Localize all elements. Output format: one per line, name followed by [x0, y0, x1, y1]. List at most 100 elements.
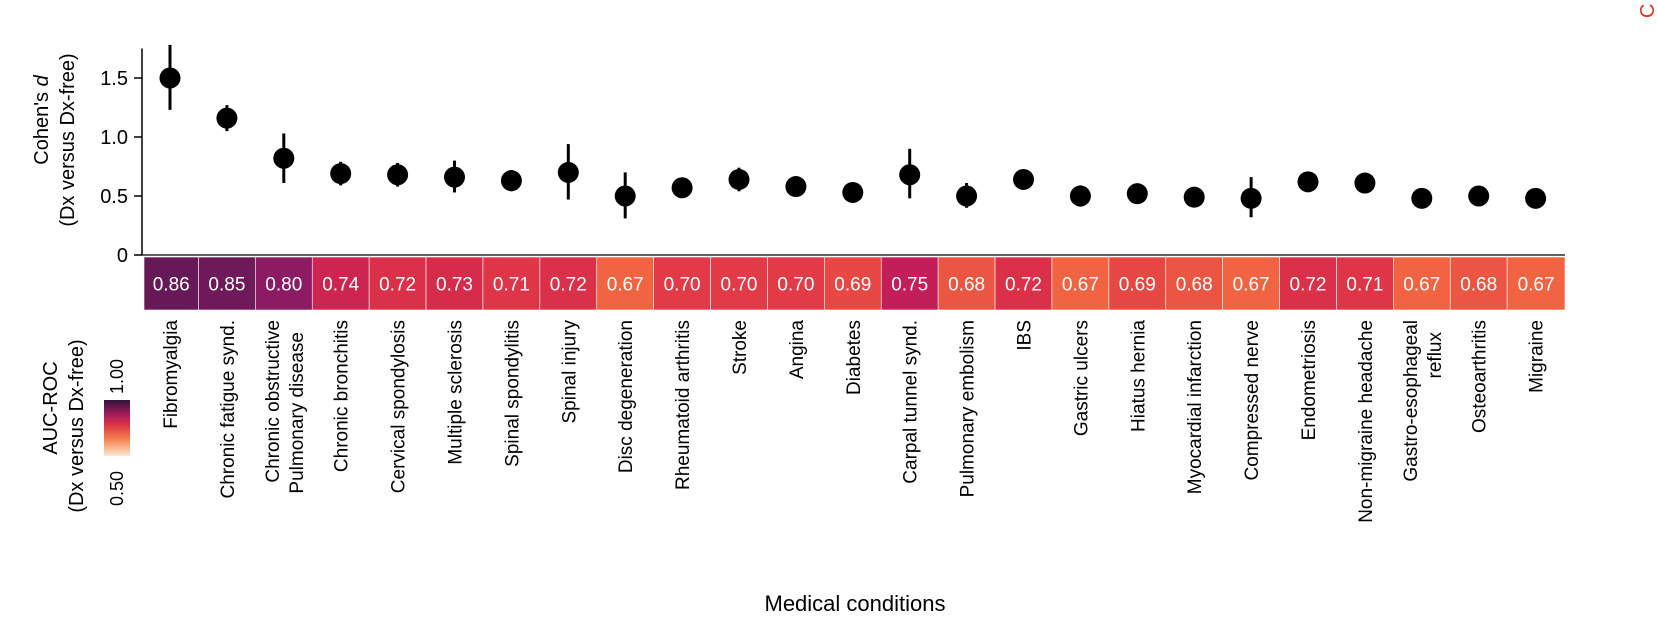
heatmap-cell	[1279, 256, 1337, 311]
data-point	[728, 168, 750, 190]
heatmap-cell-label: 0.67	[1403, 275, 1440, 296]
heatmap-cell	[1449, 256, 1508, 311]
x-tick-label: Diabetes	[844, 320, 865, 395]
data-point	[1525, 187, 1547, 209]
heatmap-cell-label: 0.72	[379, 275, 416, 296]
heatmap-cell	[539, 256, 598, 311]
y-tick-label: 0	[117, 245, 128, 267]
data-point	[1069, 185, 1091, 207]
heatmap-cell	[1336, 256, 1394, 311]
heatmap-cell-label: 0.80	[265, 275, 302, 296]
data-point	[1468, 185, 1490, 207]
heatmap-cell-label: 0.72	[550, 275, 587, 296]
y-axis-title-line1: Cohen's d	[31, 74, 53, 164]
x-tick-label: Disc degeneration	[616, 320, 637, 473]
data-point	[956, 185, 978, 207]
heatmap-cell	[368, 256, 427, 311]
data-point	[842, 181, 864, 203]
x-tick-label: Spinal spondylitis	[502, 320, 523, 467]
heatmap-cell	[1393, 256, 1451, 311]
heatmap-cell	[1051, 256, 1110, 311]
data-point	[899, 164, 921, 186]
heatmap-cell-label: 0.69	[1119, 275, 1156, 296]
x-tick-label: Hiatus hernia	[1128, 320, 1149, 432]
heatmap-cell-label: 0.68	[948, 275, 985, 296]
y-axis-title-line2: (Dx versus Dx-free)	[57, 53, 79, 226]
heatmap-row-title-line2: (Dx versus Dx-free)	[66, 339, 88, 512]
x-tick-label: Gastro-esophageal reflux	[1401, 320, 1446, 482]
heatmap-cell-label: 0.71	[493, 275, 530, 296]
heatmap-cell-label: 0.85	[208, 275, 245, 296]
y-axis: 0 0.5 1.0 1.5	[100, 48, 1565, 267]
heatmap-cell-label: 0.73	[436, 275, 473, 296]
heatmap-cell-label: 0.68	[1176, 275, 1213, 296]
x-tick-label: Chronic fatigue synd.	[218, 320, 239, 499]
heatmap-cell	[653, 256, 711, 311]
corner-mark: C	[1637, 4, 1658, 18]
heatmap-cell-label: 0.74	[322, 275, 359, 296]
heatmap-row-title: AUC-ROC (Dx versus Dx-free)	[40, 339, 88, 512]
data-point	[330, 163, 352, 185]
heatmap-cell	[1506, 256, 1566, 311]
heatmap-cell-label: 0.86	[153, 275, 190, 296]
heatmap-cell	[1165, 256, 1223, 311]
x-tick-label: Osteoarthritis	[1470, 320, 1491, 433]
x-axis-title: Medical conditions	[765, 591, 946, 616]
heatmap-cell-label: 0.75	[891, 275, 928, 296]
x-tick-label: Carpal tunnel synd.	[901, 320, 922, 484]
x-tick-label: Myocardial infarction	[1185, 320, 1206, 494]
x-tick-label: Rheumatoid arthritis	[673, 320, 694, 490]
data-point	[216, 107, 238, 129]
data-point	[444, 166, 465, 188]
data-point	[614, 185, 636, 207]
x-tick-label: Cervical spondylosis	[389, 320, 410, 493]
x-tick-label: Fibromyalgia	[161, 320, 182, 429]
heatmap-cell	[425, 256, 484, 311]
y-tick-label: 1.5	[100, 68, 128, 90]
colorbar: 0.50 1.00	[104, 359, 130, 506]
heatmap-cell	[1108, 256, 1167, 311]
data-point	[1126, 183, 1148, 205]
heatmap-cell-label: 0.70	[777, 275, 814, 296]
heatmap-cell-label: 0.70	[721, 275, 758, 296]
data-point	[557, 161, 579, 183]
colorbar-max-label: 1.00	[107, 359, 127, 394]
heatmap-cell	[937, 256, 996, 311]
heatmap-cell	[311, 256, 370, 311]
heatmap-cell	[824, 256, 882, 311]
y-tick-label: 1.0	[100, 127, 128, 149]
x-tick-label: Endometriosis	[1299, 320, 1320, 440]
x-tick-label: Chronic obstructive Pulmonary disease	[263, 320, 308, 494]
heatmap-cell-label: 0.69	[834, 275, 871, 296]
data-point	[1297, 171, 1319, 193]
data-point	[273, 147, 295, 169]
heatmap-cell-label: 0.68	[1460, 275, 1497, 296]
data-point	[387, 164, 409, 186]
x-tick-label: Chronic bronchitis	[332, 320, 353, 472]
data-point	[1183, 186, 1205, 208]
colorbar-gradient	[104, 400, 130, 456]
x-tick-labels: Fibromyalgia Chronic fatigue synd. Chronic…	[161, 320, 1548, 523]
data-point	[159, 67, 181, 89]
data-point	[1354, 172, 1376, 194]
y-axis-title: Cohen's d (Dx versus Dx-free)	[31, 53, 79, 226]
heatmap-cell	[710, 256, 768, 311]
x-tick-label: Spinal injury	[559, 320, 580, 424]
heatmap-cell	[596, 256, 654, 311]
x-tick-label: Non-migraine headache	[1356, 320, 1377, 523]
heatmap-cell-label: 0.71	[1346, 275, 1383, 296]
heatmap-cell	[880, 256, 939, 311]
data-point	[785, 176, 807, 198]
heatmap-cell	[767, 256, 825, 311]
y-tick-label: 0.5	[100, 186, 128, 208]
data-point	[1013, 168, 1034, 190]
heatmap-cell-label: 0.67	[1518, 275, 1555, 296]
x-tick-label: Stroke	[730, 320, 751, 375]
heatmap-cell-label: 0.72	[1005, 275, 1042, 296]
heatmap-cell-label: 0.67	[607, 275, 644, 296]
heatmap-cell-label: 0.70	[664, 275, 701, 296]
heatmap-cell-label: 0.67	[1233, 275, 1270, 296]
heatmap-cell	[994, 256, 1053, 311]
data-marks	[159, 44, 1547, 219]
